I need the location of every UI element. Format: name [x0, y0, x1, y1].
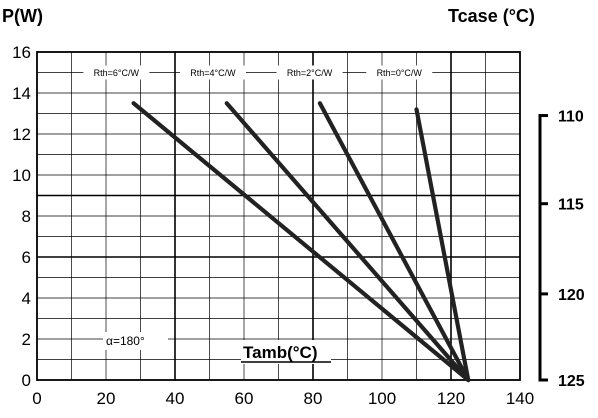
- right-tick-label: 110: [558, 109, 584, 126]
- left-axis-title: P(W): [2, 6, 43, 26]
- y-tick-labels: 0 2 4 6 8 10 12 14 16: [12, 43, 31, 390]
- rth-label: Rth=2°C/W: [287, 68, 333, 78]
- rth-labels: Rth=6°C/W Rth=4°C/W Rth=2°C/W Rth=0°C/W: [83, 65, 433, 80]
- x-tick-label: 60: [235, 389, 254, 408]
- rth-label: Rth=6°C/W: [94, 68, 140, 78]
- series-line: [414, 107, 471, 383]
- y-tick-label: 12: [12, 125, 31, 144]
- x-tick-label: 80: [304, 389, 323, 408]
- right-axis-title: Tcase (°C): [448, 6, 535, 26]
- xlabel-bg: [241, 340, 331, 364]
- y-tick-label: 8: [22, 207, 31, 226]
- series-lines: [131, 101, 471, 383]
- y-tick-label: 14: [12, 84, 31, 103]
- alpha-annotation: α=180°: [106, 334, 145, 348]
- y-tick-label: 16: [12, 43, 31, 62]
- right-axis: 110 115 120 125: [538, 109, 585, 390]
- x-tick-label: 40: [166, 389, 185, 408]
- annotation-bg: [103, 332, 168, 350]
- rth-label: Rth=4°C/W: [190, 68, 236, 78]
- x-tick-label: 120: [437, 389, 465, 408]
- y-tick-label: 6: [22, 248, 31, 267]
- plot-border: [36, 51, 521, 381]
- y-tick-label: 0: [22, 371, 31, 390]
- right-tick-label: 125: [558, 373, 585, 390]
- x-tick-labels: 0 20 40 60 80 100 120 140: [32, 389, 534, 408]
- right-tick-label: 115: [558, 197, 584, 214]
- rth-label-bg: [276, 65, 343, 80]
- x-tick-label: 140: [506, 389, 534, 408]
- rth-label-bg: [366, 65, 433, 80]
- x-axis-label: Tamb(°C): [243, 343, 317, 362]
- series-line: [317, 101, 471, 383]
- grid: [37, 52, 520, 380]
- rth-label-bg: [179, 65, 246, 80]
- plot-frame: [36, 51, 521, 381]
- x-tick-label: 100: [368, 389, 396, 408]
- y-tick-label: 10: [12, 166, 31, 185]
- x-tick-label: 20: [97, 389, 116, 408]
- y-tick-label: 2: [22, 330, 31, 349]
- series-line: [224, 101, 471, 383]
- series-line: [131, 101, 471, 383]
- y-tick-label: 4: [22, 289, 31, 308]
- rth-label: Rth=0°C/W: [377, 68, 423, 78]
- right-tick-label: 120: [558, 287, 585, 304]
- x-tick-label: 0: [32, 389, 41, 408]
- rth-label-bg: [83, 65, 150, 80]
